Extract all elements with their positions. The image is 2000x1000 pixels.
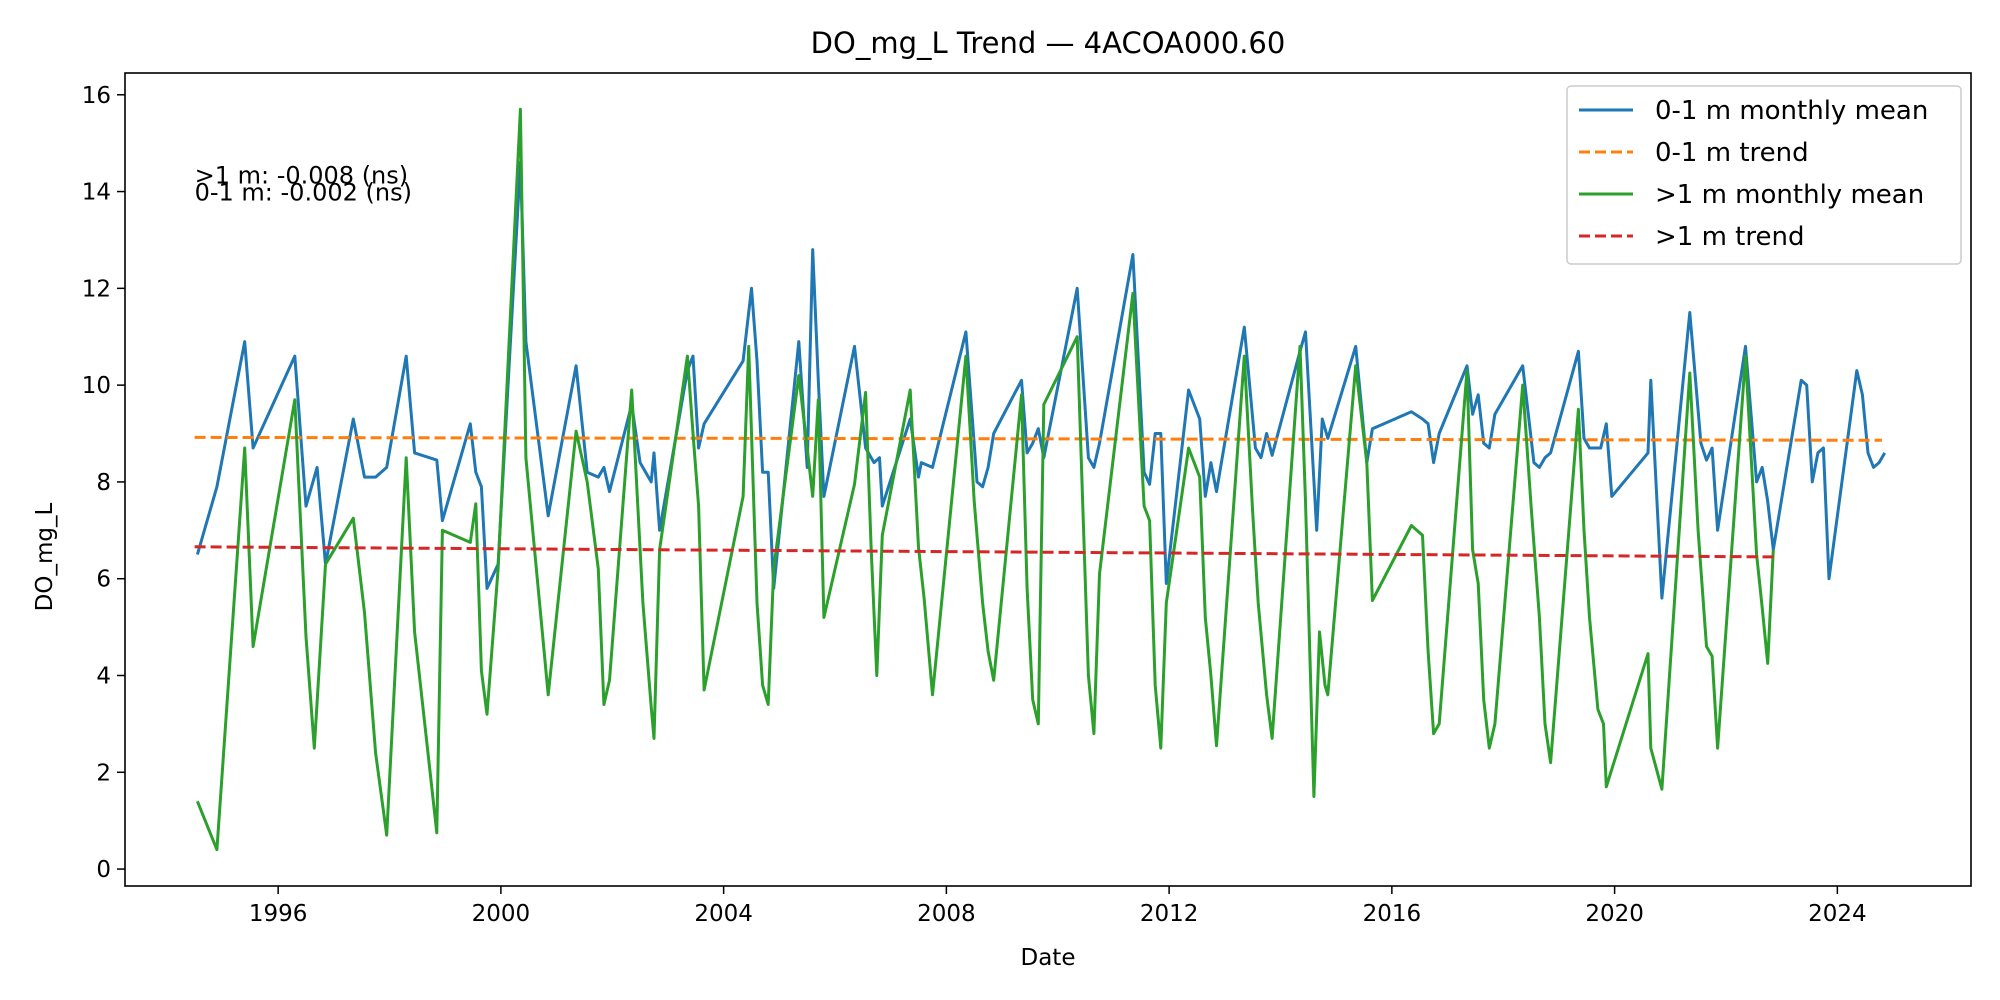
legend-label: 0-1 m trend	[1655, 138, 1809, 168]
y-tick-label: 2	[96, 760, 111, 786]
legend-label: >1 m monthly mean	[1655, 180, 1924, 210]
y-axis-label: DO_mg_L	[32, 503, 58, 612]
y-tick-label: 0	[96, 857, 111, 883]
x-tick-label: 1996	[249, 901, 308, 927]
y-tick-label: 14	[82, 180, 111, 206]
series-line-2	[194, 435, 1882, 442]
x-tick-label: 2020	[1585, 901, 1644, 927]
annotations: >1 m: -0.008 (ns)0-1 m: -0.002 (ns)	[195, 162, 412, 207]
y-tick-label: 6	[96, 567, 111, 593]
plot-area	[124, 72, 1972, 887]
x-tick-label: 2008	[917, 901, 976, 927]
trend-annotation-2: 0-1 m: -0.002 (ns)	[195, 179, 412, 207]
x-tick-label: 2012	[1140, 901, 1199, 927]
y-axis: 0 2 4 6 8 10 12 14 16	[82, 83, 125, 883]
chart-title: DO_mg_L Trend — 4ACOA000.60	[811, 26, 1286, 60]
series-line-1	[195, 161, 1886, 600]
x-tick-label: 2016	[1363, 901, 1422, 927]
x-tick-label: 2004	[694, 901, 753, 927]
y-tick-label: 10	[82, 373, 111, 399]
legend-box	[1566, 85, 1962, 265]
legend-label: 0-1 m monthly mean	[1655, 96, 1928, 126]
y-tick-label: 4	[96, 663, 111, 689]
series-group	[194, 107, 1886, 852]
y-tick-label: 8	[96, 470, 111, 496]
x-axis: 1996 2000 2004 2008 2012 2016 2020 2024	[249, 886, 1867, 927]
legend: 0-1 m monthly mean 0-1 m trend >1 m monthl…	[1566, 85, 1962, 265]
series-line-4	[194, 545, 1777, 559]
y-tick-label: 12	[82, 276, 111, 302]
series-line-3	[196, 107, 1775, 852]
legend-label: >1 m trend	[1655, 222, 1804, 252]
y-tick-label: 16	[82, 83, 111, 109]
x-tick-label: 2000	[472, 901, 531, 927]
plot-frame	[124, 72, 1972, 887]
x-tick-label: 2024	[1808, 901, 1867, 927]
x-axis-label: Date	[1021, 945, 1076, 971]
trend-annotation-1: >1 m: -0.008 (ns)	[195, 162, 409, 190]
